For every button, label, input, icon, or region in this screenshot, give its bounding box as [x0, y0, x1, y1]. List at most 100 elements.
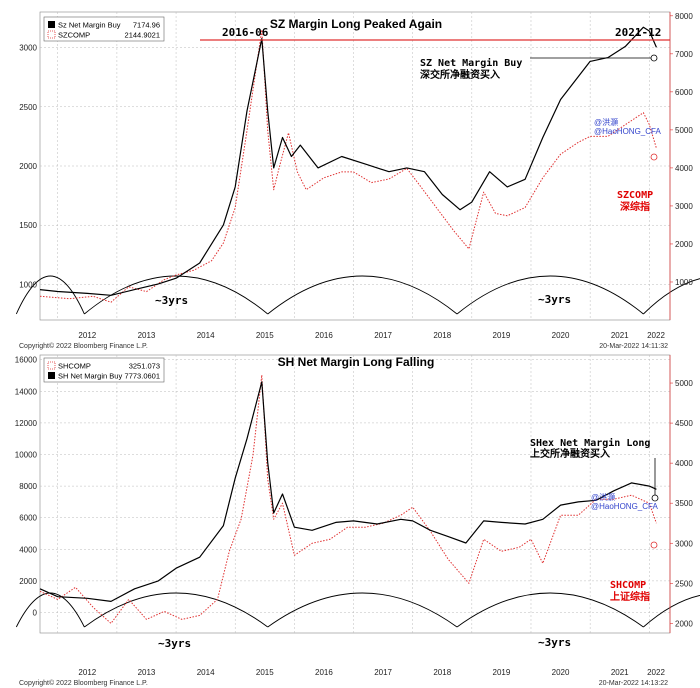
p2-ytick-right-4: 4000: [675, 459, 693, 468]
p2-ytick-right-5: 4500: [675, 419, 693, 428]
p2-xtick-0: 2012: [78, 668, 96, 677]
sz-annot-comp-cn: 深综指: [620, 200, 650, 213]
p2-ytick-right-2: 3000: [675, 539, 693, 548]
p1-ytick-right-0: 1000: [675, 278, 693, 287]
sz-footer-right: 20-Mar-2022 14:11:32: [599, 343, 668, 350]
sh-legend-value-1: 7773.0601: [125, 372, 160, 381]
p1-xtick-4: 2016: [315, 331, 333, 340]
sh-annot-netbuy: SHex Net Margin Long: [530, 437, 650, 449]
sh-ticks: 2012 2013 2014 2015 2016 2017 2018 2019 2020 2021…: [15, 355, 693, 677]
sh-annot-3yrs-1: ~3yrs: [158, 637, 191, 650]
p1-ytick-left-2: 2000: [19, 162, 37, 171]
sz-annot-netbuy: SZ Net Margin Buy: [420, 57, 522, 69]
sz-annot-2016: 2016-06: [222, 26, 269, 39]
sh-margin-panel: 2012 2013 2014 2015 2016 2017 2018 2019 2020 2021…: [15, 354, 700, 687]
p2-ytick-right-0: 2000: [675, 619, 693, 628]
p1-ytick-right-7: 8000: [675, 12, 693, 21]
p1-xtick-2: 2014: [197, 331, 215, 340]
p2-xtick-10: 2022: [647, 668, 665, 677]
sz-footer-left: Copyright© 2022 Bloomberg Finance L.P.: [19, 342, 148, 350]
p2-series-shcomp: [39, 374, 657, 624]
p2-ytick-left-3: 6000: [19, 514, 37, 523]
sz-legend-swatch-0: [48, 21, 55, 28]
sz-watermark-cn: @洪灝: [594, 117, 618, 127]
p1-cycle-arc-1: [84, 275, 269, 315]
sz-watermark-en: @HaoHONG_CFA: [594, 127, 661, 136]
p2-ytick-left-0: 0: [33, 608, 38, 617]
p1-xtick-1: 2013: [138, 331, 156, 340]
p1-xtick-7: 2019: [493, 331, 511, 340]
sz-legend-name-1: SZCOMP: [58, 31, 90, 40]
p2-cycle-arc-3: [456, 592, 644, 628]
sh-gridlines: [40, 355, 670, 633]
sz-margin-panel: 2012 2013 2014 2015 2016 2017 2018 2019 2020 2021…: [15, 11, 700, 350]
sh-cycle-arcs: [15, 592, 700, 628]
sh-legend-value-0: 3251.073: [129, 362, 160, 371]
p1-xtick-6: 2018: [433, 331, 451, 340]
p2-ytick-left-1: 2000: [19, 577, 37, 586]
sz-legend-swatch-1: [47, 30, 56, 39]
p1-ytick-right-6: 7000: [675, 50, 693, 59]
sz-chart-title: SZ Margin Long Peaked Again: [270, 17, 442, 31]
sz-ticks: 2012 2013 2014 2015 2016 2017 2018 2019 2020 2021…: [19, 12, 693, 340]
sz-annot-comp: SZCOMP: [617, 190, 653, 201]
sz-legend-value-0: 7174.96: [133, 21, 160, 30]
p1-ytick-right-3: 4000: [675, 164, 693, 173]
sz-annot-netbuy-cn: 深交所净融资买入: [420, 68, 500, 81]
p1-xtick-3: 2015: [256, 331, 274, 340]
sh-legend-swatch-0: [47, 361, 56, 370]
sh-legend-name-0: SHCOMP: [58, 362, 91, 371]
p2-xtick-8: 2020: [552, 668, 570, 677]
sh-legend-name-1: SH Net Margin Buy: [58, 372, 122, 381]
p2-xtick-1: 2013: [138, 668, 156, 677]
sh-legend-swatch-1: [48, 372, 55, 379]
p2-ytick-left-8: 16000: [15, 356, 38, 365]
sh-annot-comp: SHCOMP: [610, 580, 646, 591]
sz-annot-3yrs-2: ~3yrs: [538, 293, 571, 306]
sh-watermark-cn: @洪灝: [591, 492, 615, 502]
p1-ytick-left-4: 3000: [19, 44, 37, 53]
p1-cycle-arc-2: [267, 275, 458, 315]
p2-ytick-right-6: 5000: [675, 379, 693, 388]
p1-series-sz-net-margin-buy: [39, 26, 657, 296]
p1-xtick-5: 2017: [374, 331, 392, 340]
sh-plot-frame: [39, 354, 671, 634]
p1-ytick-right-5: 6000: [675, 88, 693, 97]
p2-ytick-left-7: 14000: [15, 387, 38, 396]
p1-ytick-right-1: 2000: [675, 240, 693, 249]
sh-series: [39, 374, 657, 624]
sh-annot-netbuy-cn: 上交所净融资买入: [530, 447, 610, 460]
p1-ytick-left-0: 1000: [19, 280, 37, 289]
p1-ytick-right-2: 3000: [675, 202, 693, 211]
sz-legend-box: [43, 16, 165, 42]
sh-footer-right: 20-Mar-2022 14:13:22: [599, 680, 668, 687]
p2-ytick-left-2: 4000: [19, 545, 37, 554]
sh-end-marker: [651, 494, 659, 502]
p2-series-sh-net-margin-buy: [39, 381, 657, 603]
sh-annot-comp-cn: 上证综指: [610, 590, 650, 603]
p1-xtick-8: 2020: [552, 331, 570, 340]
sh-comp-end-marker: [650, 541, 658, 549]
sh-legend: SHCOMP 3251.073 SH Net Margin Buy 7773.0…: [43, 357, 165, 383]
sz-series: [39, 26, 657, 303]
sz-end-marker: [650, 54, 658, 62]
p1-xtick-0: 2012: [78, 331, 96, 340]
p2-ytick-left-6: 12000: [15, 419, 38, 428]
sh-chart-title: SH Net Margin Long Falling: [278, 355, 435, 369]
p1-series-szcomp: [39, 29, 657, 303]
p1-xtick-9: 2021: [611, 331, 629, 340]
sz-legend-value-1: 2144.9021: [125, 31, 160, 40]
p2-xtick-7: 2019: [493, 668, 511, 677]
p1-ytick-left-3: 2500: [19, 103, 37, 112]
sh-watermark-en: @HaoHONG_CFA: [591, 502, 658, 511]
p2-xtick-3: 2015: [256, 668, 274, 677]
p2-xtick-2: 2014: [197, 668, 215, 677]
sz-legend-name-0: Sz Net Margin Buy: [58, 21, 121, 30]
p1-ytick-left-1: 1500: [19, 221, 37, 230]
p1-xtick-10: 2022: [647, 331, 665, 340]
p2-xtick-5: 2017: [374, 668, 392, 677]
sz-comp-end-marker: [650, 153, 658, 161]
p1-ytick-right-4: 5000: [675, 126, 693, 135]
